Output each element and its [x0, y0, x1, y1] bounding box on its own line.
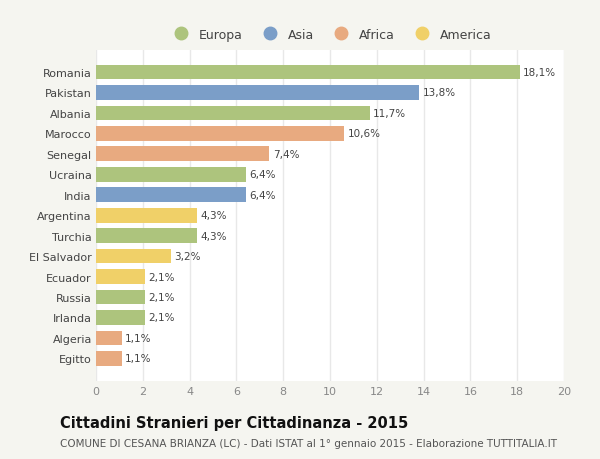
Text: 2,1%: 2,1% — [149, 272, 175, 282]
Text: 2,1%: 2,1% — [149, 292, 175, 302]
Text: Cittadini Stranieri per Cittadinanza - 2015: Cittadini Stranieri per Cittadinanza - 2… — [60, 415, 408, 431]
Bar — [96, 127, 344, 141]
Text: 7,4%: 7,4% — [272, 150, 299, 159]
Text: 4,3%: 4,3% — [200, 211, 227, 221]
Legend: Europa, Asia, Africa, America: Europa, Asia, Africa, America — [164, 24, 496, 47]
Bar — [96, 331, 122, 346]
Text: COMUNE DI CESANA BRIANZA (LC) - Dati ISTAT al 1° gennaio 2015 - Elaborazione TUT: COMUNE DI CESANA BRIANZA (LC) - Dati IST… — [60, 438, 557, 448]
Bar — [96, 86, 419, 101]
Bar — [96, 290, 145, 305]
Bar — [96, 229, 197, 243]
Bar — [96, 106, 370, 121]
Bar — [96, 188, 246, 203]
Text: 4,3%: 4,3% — [200, 231, 227, 241]
Text: 6,4%: 6,4% — [249, 190, 276, 200]
Text: 6,4%: 6,4% — [249, 170, 276, 180]
Text: 1,1%: 1,1% — [125, 333, 152, 343]
Text: 18,1%: 18,1% — [523, 68, 556, 78]
Bar — [96, 147, 269, 162]
Bar — [96, 208, 197, 223]
Bar — [96, 269, 145, 284]
Text: 2,1%: 2,1% — [149, 313, 175, 323]
Bar — [96, 351, 122, 366]
Bar — [96, 249, 171, 264]
Text: 3,2%: 3,2% — [175, 252, 201, 262]
Bar — [96, 310, 145, 325]
Text: 13,8%: 13,8% — [422, 88, 455, 98]
Bar — [96, 168, 246, 182]
Text: 11,7%: 11,7% — [373, 109, 406, 119]
Bar — [96, 66, 520, 80]
Text: 1,1%: 1,1% — [125, 353, 152, 364]
Text: 10,6%: 10,6% — [347, 129, 380, 139]
